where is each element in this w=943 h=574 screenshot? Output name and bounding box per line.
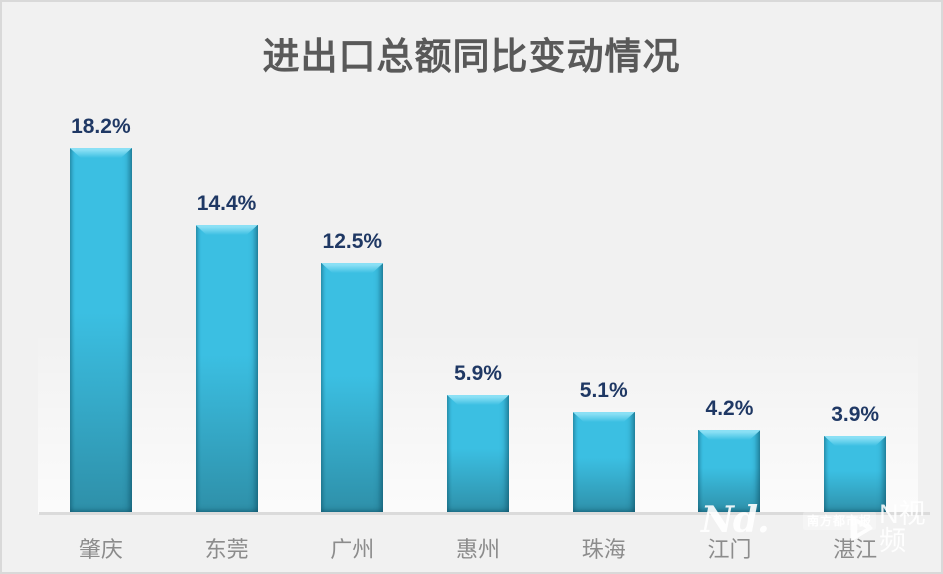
x-axis-label: 珠海	[581, 537, 626, 562]
x-axis-labels-row: 肇庆 东莞 广州 惠州 珠海 江门 湛江	[38, 532, 918, 564]
bar-value-label: 4.2%	[705, 397, 754, 420]
bar-column: 4.2%	[667, 102, 793, 514]
x-axis-label: 肇庆	[78, 537, 123, 562]
bar-value-label: 12.5%	[322, 230, 383, 253]
bar-肇庆	[69, 148, 132, 514]
bar-惠州	[447, 395, 510, 514]
x-axis-label: 江门	[707, 537, 752, 562]
bar-chart-plot-area: 18.2% 14.4% 12.5% 5.9% 5.1% 4.2% 3.9%	[38, 102, 918, 514]
bar-东莞	[195, 225, 258, 514]
bar-column: 5.1%	[541, 102, 667, 514]
bar-column: 5.9%	[415, 102, 541, 514]
bar-value-label: 3.9%	[831, 403, 880, 426]
nvideo-label: N视频	[879, 499, 926, 556]
bar-column: 3.9%	[792, 102, 918, 514]
x-axis-label: 东莞	[204, 537, 249, 562]
bar-湛江	[824, 436, 887, 514]
bar-珠海	[572, 412, 635, 514]
x-axis-label: 惠州	[456, 537, 501, 562]
bar-column: 12.5%	[289, 102, 415, 514]
bar-value-label: 14.4%	[196, 192, 257, 215]
nvideo-play-icon	[850, 515, 873, 541]
bar-value-label: 5.9%	[454, 362, 502, 385]
bar-江门	[698, 430, 761, 514]
bar-column: 14.4%	[164, 102, 290, 514]
bar-column: 18.2%	[38, 102, 164, 514]
chart-title: 进出口总额同比变动情况	[262, 36, 681, 77]
bar-value-label: 18.2%	[71, 115, 131, 138]
bar-value-label: 5.1%	[579, 379, 628, 402]
x-axis-line	[39, 512, 930, 515]
x-axis-label: 湛江	[833, 537, 878, 562]
nandu-script-logo: Nd.	[701, 499, 770, 541]
bar-广州	[321, 263, 384, 514]
x-axis-label: 广州	[330, 537, 375, 562]
nvideo-watermark: N视频	[848, 501, 941, 555]
